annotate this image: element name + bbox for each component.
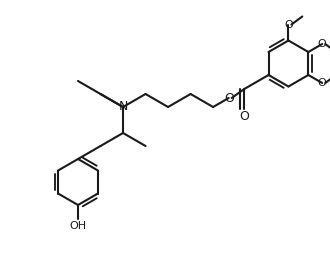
Text: O: O	[239, 110, 249, 123]
Text: O: O	[224, 91, 234, 104]
Text: O: O	[318, 78, 327, 88]
Text: O: O	[318, 39, 327, 49]
Text: O: O	[284, 20, 293, 29]
Text: N: N	[118, 101, 128, 114]
Text: OH: OH	[69, 221, 86, 231]
